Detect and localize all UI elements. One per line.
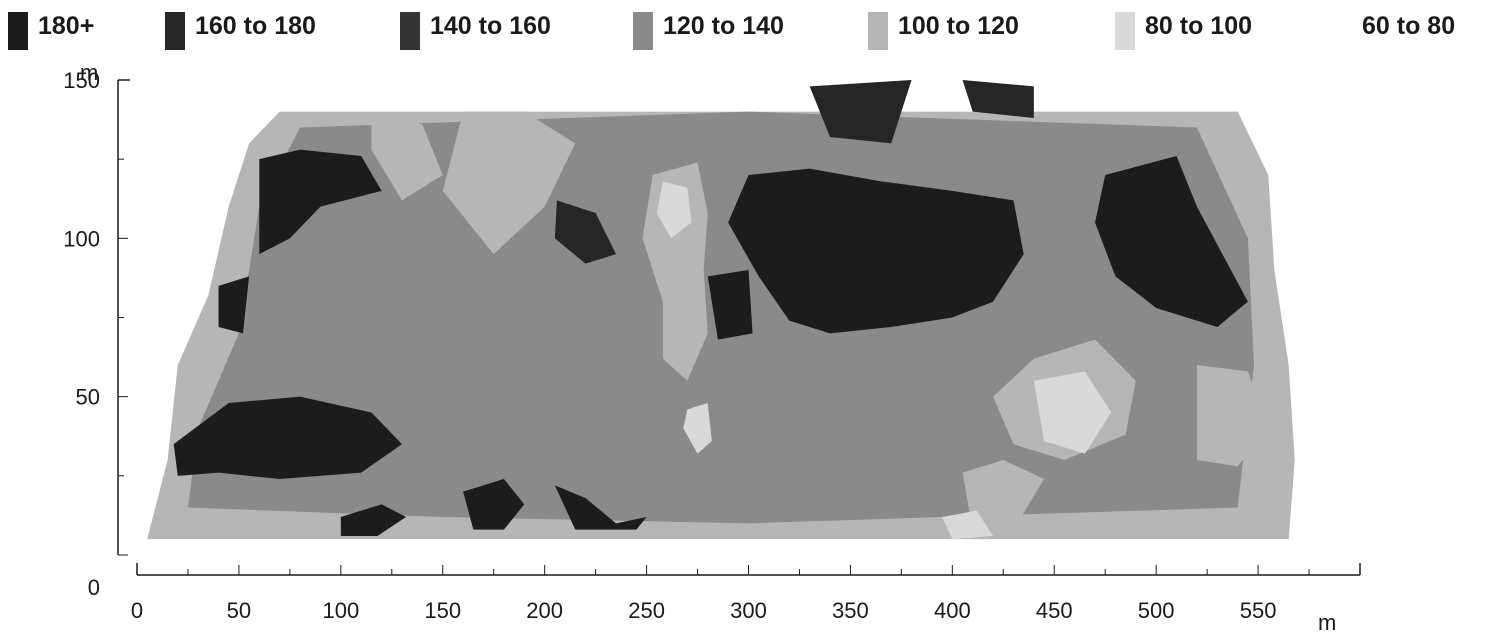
legend-swatch [633, 12, 653, 50]
contour-zone [371, 111, 443, 201]
contour-zone [259, 149, 382, 255]
x-tick-label: 300 [730, 598, 767, 623]
contour-zone [1196, 365, 1269, 467]
legend-swatch [165, 12, 185, 50]
x-tick-label: 100 [322, 598, 359, 623]
legend-label: 100 to 120 [898, 12, 1019, 40]
x-tick-label: 450 [1036, 598, 1073, 623]
legend-swatch [868, 12, 888, 50]
contour-zone [962, 80, 1034, 118]
x-tick-label: 250 [628, 598, 665, 623]
contour-zone [554, 200, 617, 264]
x-tick-label: 150 [424, 598, 461, 623]
x-tick-label: 200 [526, 598, 563, 623]
tick-labels: 0 50 100 150 0 50 100 150 200 250 300 350 400 450 500 5… [63, 60, 1336, 635]
x-tick-label: 550 [1240, 598, 1277, 623]
contour-zone [931, 396, 1014, 460]
contour-zone [962, 460, 1045, 530]
legend-swatch [1322, 12, 1342, 50]
contour-zone [442, 111, 576, 255]
legend-swatch [400, 12, 420, 50]
contour-zone [656, 181, 692, 239]
legend-label: 140 to 160 [430, 12, 551, 40]
contour-zone [218, 276, 250, 334]
contour-zone [173, 396, 402, 479]
x-tick-label: 500 [1138, 598, 1175, 623]
axes [117, 79, 1361, 576]
plot-area [147, 80, 1295, 540]
x-unit-label: m [1318, 610, 1336, 635]
contour-zone [1095, 156, 1248, 327]
contour-zone [1033, 371, 1112, 454]
legend-label: 120 to 140 [663, 12, 784, 40]
y-tick-label: 150 [63, 68, 100, 93]
x-tick-label: 0 [131, 598, 143, 623]
x-tick-label: 400 [934, 598, 971, 623]
contour-zone [340, 504, 407, 536]
y-unit-label: m [80, 60, 98, 85]
x-tick-label: 350 [832, 598, 869, 623]
contour-zone [683, 403, 712, 454]
legend-label: 80 to 100 [1145, 12, 1253, 40]
legend-swatch [8, 12, 28, 50]
contour-zone [463, 479, 525, 530]
legend-label: 160 to 180 [195, 12, 316, 40]
contour-zone [554, 485, 647, 530]
legend: 180+ 160 to 180 140 to 160 120 to 140 100 to… [0, 0, 1497, 50]
contour-chart: 0 50 100 150 0 50 100 150 200 250 300 350 400 450 500 5… [63, 60, 1361, 635]
contour-zone [642, 162, 708, 381]
y-tick-label: 100 [63, 226, 100, 251]
contour-zone [809, 80, 912, 144]
legend-label: 60 to 80 [1362, 12, 1456, 40]
contour-zone [942, 510, 994, 540]
contour-zone [728, 168, 1024, 334]
legend-swatch [1115, 12, 1135, 50]
y-tick-label: 50 [76, 385, 100, 410]
legend-label: 180+ [38, 12, 95, 40]
y-tick-label: 0 [88, 575, 100, 600]
contour-zone [707, 270, 753, 340]
x-tick-label: 50 [227, 598, 251, 623]
